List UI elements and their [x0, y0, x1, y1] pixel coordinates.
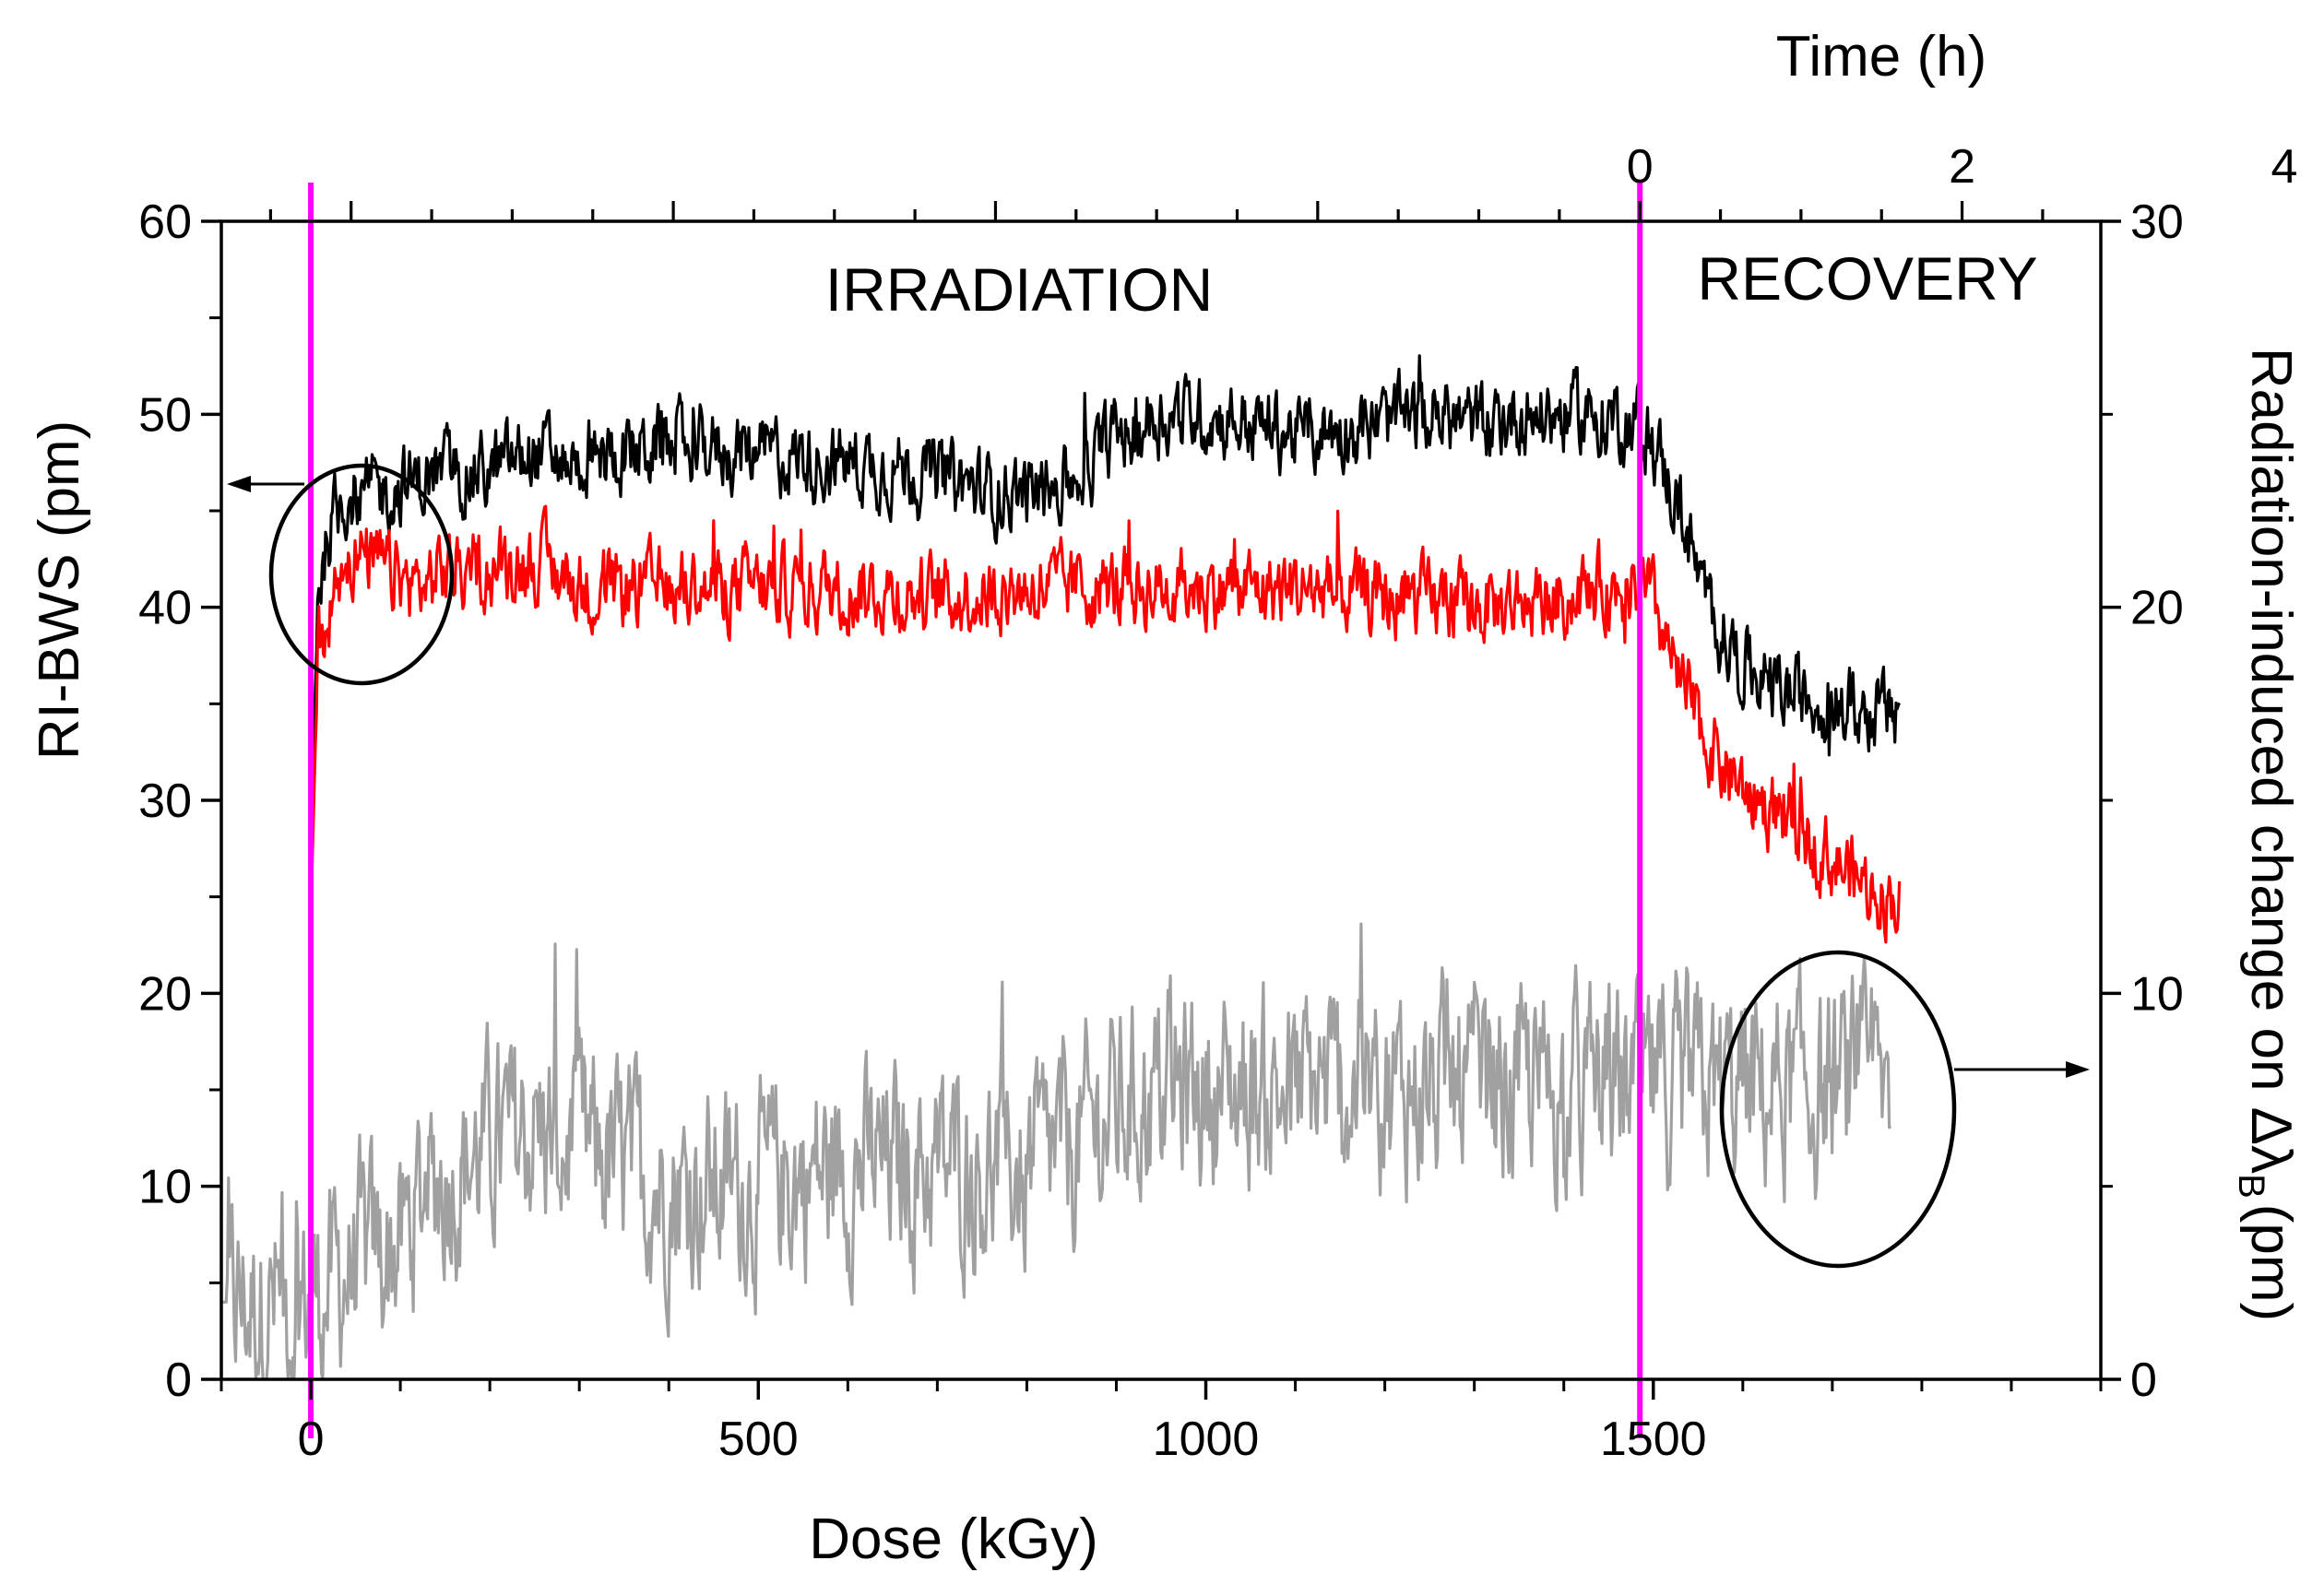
- y-tick-label-40: 40: [138, 582, 192, 635]
- irradiation-label: IRRADIATION: [825, 255, 1213, 324]
- x-axis-title: Dose (kGy): [809, 1507, 1097, 1571]
- y2-axis-title: Radiation-induced change on ΔλB (pm): [2231, 348, 2303, 1321]
- y-tick-label-0: 0: [165, 1354, 192, 1407]
- x2-tick-label-0: 0: [1627, 140, 1654, 194]
- y-tick-label-10: 10: [138, 1161, 192, 1214]
- y-tick-label-20: 20: [138, 967, 192, 1021]
- x2-axis-title: Time (h): [1776, 25, 1986, 89]
- series-line-1: [309, 504, 1902, 944]
- x-tick-label-500: 500: [718, 1413, 799, 1466]
- y-tick-label-60: 60: [138, 195, 192, 249]
- y-tick-label-30: 30: [138, 774, 192, 828]
- x2-tick-label-2: 2: [1949, 140, 1975, 194]
- svg-text:Radiation-induced change on Δλ: Radiation-induced change on ΔλB (pm): [2231, 348, 2303, 1321]
- y2-tick-label-10: 10: [2130, 967, 2184, 1021]
- y2-tick-label-30: 30: [2130, 195, 2184, 249]
- series-line-0: [309, 354, 1902, 858]
- left-axis-arrowhead: [227, 476, 251, 492]
- y2-tick-label-20: 20: [2130, 582, 2184, 635]
- x-tick-label-1000: 1000: [1153, 1413, 1260, 1466]
- x-tick-label-0: 0: [298, 1413, 325, 1466]
- marker-layer: [227, 183, 2090, 1438]
- x2-tick-label-4: 4: [2271, 140, 2297, 194]
- y2-tick-label-0: 0: [2130, 1354, 2157, 1407]
- y2-axis-title-sub: B: [2231, 1174, 2271, 1199]
- x-tick-label-1500: 1500: [1600, 1413, 1707, 1466]
- right-axis-arrowhead: [2066, 1061, 2090, 1078]
- y-axis-title: RI-BWS (pm): [28, 420, 91, 761]
- y-tick-label-50: 50: [138, 388, 192, 442]
- recovery-label: RECOVERY: [1697, 244, 2037, 313]
- left-series-ellipse: [268, 463, 455, 686]
- y2-axis-title-unit: (pm): [2239, 1204, 2303, 1321]
- annot-layer: IRRADIATION RECOVERY Dose (kGy) Time (h)…: [28, 25, 2303, 1571]
- y2-axis-title-main: Radiation-induced change on Δλ: [2239, 348, 2303, 1174]
- series-line-2: [220, 922, 1892, 1381]
- right-series-ellipse: [1719, 950, 1957, 1269]
- series-layer: [220, 354, 1902, 1381]
